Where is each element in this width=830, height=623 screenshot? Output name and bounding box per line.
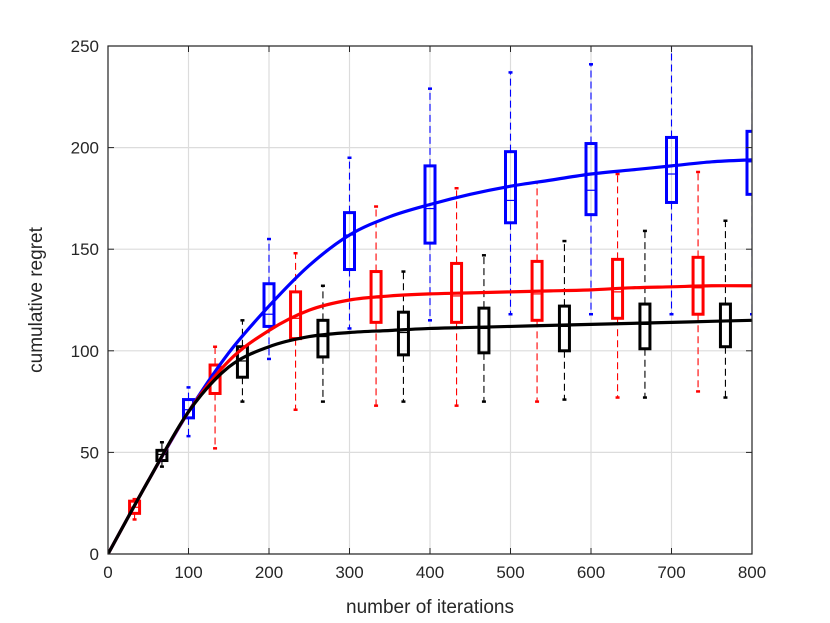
x-tick-label: 100 xyxy=(174,563,202,582)
x-tick-label: 300 xyxy=(335,563,363,582)
y-tick-label: 100 xyxy=(71,342,99,361)
y-axis-label: cumulative regret xyxy=(26,226,47,372)
box xyxy=(665,135,678,204)
box xyxy=(584,142,598,217)
series-line xyxy=(108,318,752,554)
box xyxy=(718,302,732,349)
x-tick-label: 600 xyxy=(577,563,605,582)
box xyxy=(262,282,276,328)
x-tick-label: 700 xyxy=(657,563,685,582)
box xyxy=(316,318,330,359)
box xyxy=(128,499,142,515)
y-tick-label: 200 xyxy=(71,139,99,158)
box xyxy=(477,306,491,355)
x-axis-label: number of iterations xyxy=(346,597,514,618)
y-tick-label: 50 xyxy=(80,443,99,462)
box xyxy=(182,398,195,420)
box xyxy=(396,310,410,357)
ticks: 0 100 200 300 400 500 600 700 800 0 50 100 150 200 250 xyxy=(71,37,767,582)
x-tick-label: 500 xyxy=(496,563,524,582)
x-tick-label: 800 xyxy=(738,563,766,582)
x-tick-label: 400 xyxy=(416,563,444,582)
y-tick-label: 250 xyxy=(71,37,99,56)
y-tick-label: 150 xyxy=(71,240,99,259)
x-tick-label: 200 xyxy=(255,563,283,582)
box xyxy=(638,302,652,351)
x-tick-label: 0 xyxy=(103,563,112,582)
box xyxy=(745,129,752,196)
box xyxy=(343,211,356,272)
plot-area xyxy=(108,46,752,554)
y-tick-label: 0 xyxy=(90,545,99,564)
box xyxy=(155,448,169,463)
box xyxy=(557,304,571,353)
